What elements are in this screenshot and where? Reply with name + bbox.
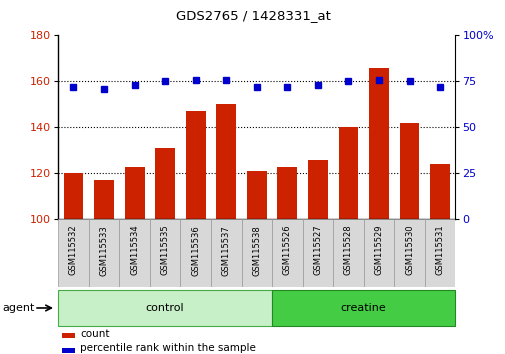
Bar: [58, 219, 88, 287]
Bar: [308, 160, 327, 219]
Bar: [180, 219, 211, 287]
Bar: [272, 290, 454, 326]
Text: GSM115536: GSM115536: [191, 225, 200, 276]
Bar: [302, 219, 332, 287]
Text: control: control: [145, 303, 184, 313]
Bar: [119, 219, 149, 287]
Bar: [124, 166, 144, 219]
Bar: [62, 348, 75, 353]
Text: GSM115538: GSM115538: [252, 225, 261, 276]
Text: creatine: creatine: [340, 303, 386, 313]
Bar: [338, 127, 358, 219]
Bar: [332, 219, 363, 287]
Bar: [211, 219, 241, 287]
Text: GSM115530: GSM115530: [405, 225, 413, 275]
Bar: [272, 219, 302, 287]
Bar: [363, 219, 393, 287]
Bar: [277, 166, 297, 219]
Bar: [393, 219, 424, 287]
Bar: [64, 173, 83, 219]
Text: GSM115534: GSM115534: [130, 225, 139, 275]
Text: agent: agent: [3, 303, 35, 313]
Text: GSM115535: GSM115535: [160, 225, 169, 275]
Bar: [88, 219, 119, 287]
Text: GSM115533: GSM115533: [99, 225, 108, 276]
Bar: [185, 111, 205, 219]
Bar: [368, 68, 388, 219]
Text: GSM115528: GSM115528: [343, 225, 352, 275]
Text: GSM115532: GSM115532: [69, 225, 78, 275]
Text: GSM115531: GSM115531: [435, 225, 444, 275]
Text: percentile rank within the sample: percentile rank within the sample: [80, 343, 256, 353]
Bar: [62, 333, 75, 338]
Bar: [155, 148, 175, 219]
Text: GSM115526: GSM115526: [282, 225, 291, 275]
Bar: [216, 104, 236, 219]
Bar: [429, 164, 449, 219]
Bar: [149, 219, 180, 287]
Text: count: count: [80, 329, 109, 339]
Bar: [399, 123, 419, 219]
Text: GSM115537: GSM115537: [221, 225, 230, 276]
Bar: [424, 219, 454, 287]
Bar: [94, 181, 114, 219]
Text: GSM115529: GSM115529: [374, 225, 383, 275]
Text: GDS2765 / 1428331_at: GDS2765 / 1428331_at: [175, 9, 330, 22]
Bar: [241, 219, 272, 287]
Bar: [58, 290, 272, 326]
Text: GSM115527: GSM115527: [313, 225, 322, 275]
Bar: [246, 171, 266, 219]
